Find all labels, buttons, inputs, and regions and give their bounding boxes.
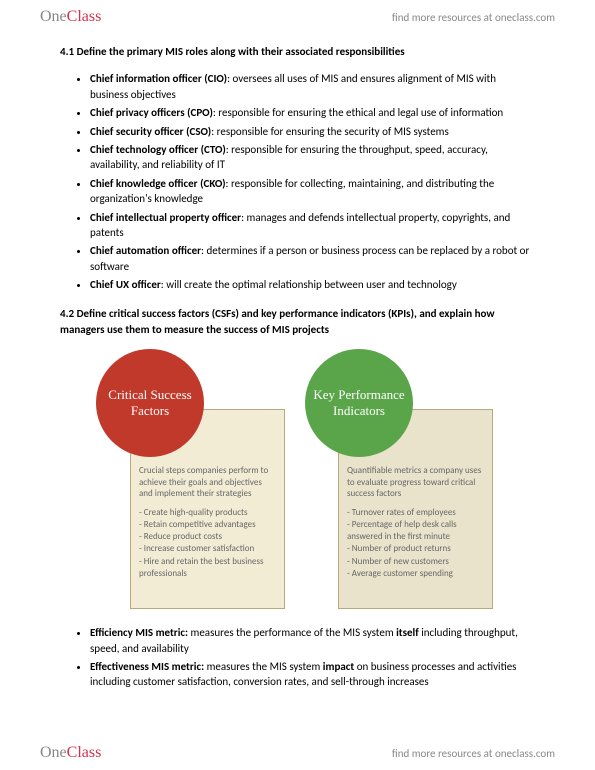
role-term: Chief information officer (CIO)	[90, 72, 227, 85]
section-42-title: 4.2 Define critical success factors (CSF…	[60, 306, 535, 337]
metric-item: Efficiency MIS metric: measures the perf…	[90, 625, 535, 656]
csf-item: Hire and retain the best business profes…	[139, 556, 276, 580]
section-41-title: 4.1 Define the primary MIS roles along w…	[60, 44, 535, 59]
csf-item: Create high-quality products	[139, 507, 276, 519]
logo-one: One	[40, 8, 67, 25]
role-term: Chief UX officer	[90, 278, 161, 291]
logo: OneClass	[40, 8, 101, 26]
role-desc: : responsible for ensuring the ethical a…	[213, 106, 503, 119]
role-item: Chief technology officer (CTO): responsi…	[90, 142, 535, 173]
role-term: Chief technology officer (CTO)	[90, 143, 226, 156]
role-item: Chief knowledge officer (CKO): responsib…	[90, 176, 535, 207]
role-term: Chief security officer (CSO)	[90, 125, 211, 138]
role-item: Chief security officer (CSO): responsibl…	[90, 124, 535, 139]
csf-items: Create high-quality productsRetain compe…	[139, 507, 276, 580]
kpi-item: Percentage of help desk calls answered i…	[347, 519, 484, 543]
section-42-metrics: Efficiency MIS metric: measures the perf…	[90, 625, 535, 690]
page-footer: OneClass find more resources at oneclass…	[0, 736, 595, 770]
role-item: Chief intellectual property officer: man…	[90, 210, 535, 241]
kpi-intro: Quantifiable metrics a company uses to e…	[347, 465, 484, 499]
kpi-item: Average customer spending	[347, 568, 484, 580]
role-term: Chief knowledge officer (CKO)	[90, 177, 226, 190]
csf-intro: Crucial steps companies perform to achie…	[139, 465, 276, 499]
csf-item: Retain competitive advantages	[139, 519, 276, 531]
role-term: Chief privacy officers (CPO)	[90, 106, 213, 119]
role-term: Chief intellectual property officer	[90, 211, 241, 224]
header-link[interactable]: find more resources at oneclass.com	[392, 11, 555, 24]
role-item: Chief privacy officers (CPO): responsibl…	[90, 105, 535, 120]
kpi-circle: Key Performance Indicators	[305, 349, 413, 457]
document-body: 4.1 Define the primary MIS roles along w…	[0, 34, 595, 690]
role-desc: : will create the optimal relationship b…	[161, 278, 457, 291]
kpi-items: Turnover rates of employeesPercentage of…	[347, 507, 484, 580]
role-item: Chief information officer (CIO): oversee…	[90, 71, 535, 102]
kpi-item: Turnover rates of employees	[347, 507, 484, 519]
footer-logo-class: Class	[67, 744, 102, 761]
kpi-item: Number of product returns	[347, 543, 484, 555]
kpi-item: Number of new customers	[347, 556, 484, 568]
csf-item: Increase customer satisfaction	[139, 543, 276, 555]
role-term: Chief automation officer	[90, 244, 201, 257]
role-item: Chief UX officer: will create the optima…	[90, 277, 535, 292]
section-41-list: Chief information officer (CIO): oversee…	[90, 71, 535, 292]
metric-item: Effectiveness MIS metric: measures the M…	[90, 659, 535, 690]
footer-link[interactable]: find more resources at oneclass.com	[392, 747, 555, 760]
csf-item: Reduce product costs	[139, 531, 276, 543]
role-desc: : responsible for ensuring the security …	[211, 125, 449, 138]
csf-circle: Critical Success Factors	[96, 349, 204, 457]
footer-logo: OneClass	[40, 744, 101, 762]
footer-logo-one: One	[40, 744, 67, 761]
logo-class: Class	[67, 8, 102, 25]
csf-kpi-diagram: Crucial steps companies perform to achie…	[90, 349, 510, 619]
role-item: Chief automation officer: determines if …	[90, 243, 535, 274]
page-header: OneClass find more resources at oneclass…	[0, 0, 595, 34]
